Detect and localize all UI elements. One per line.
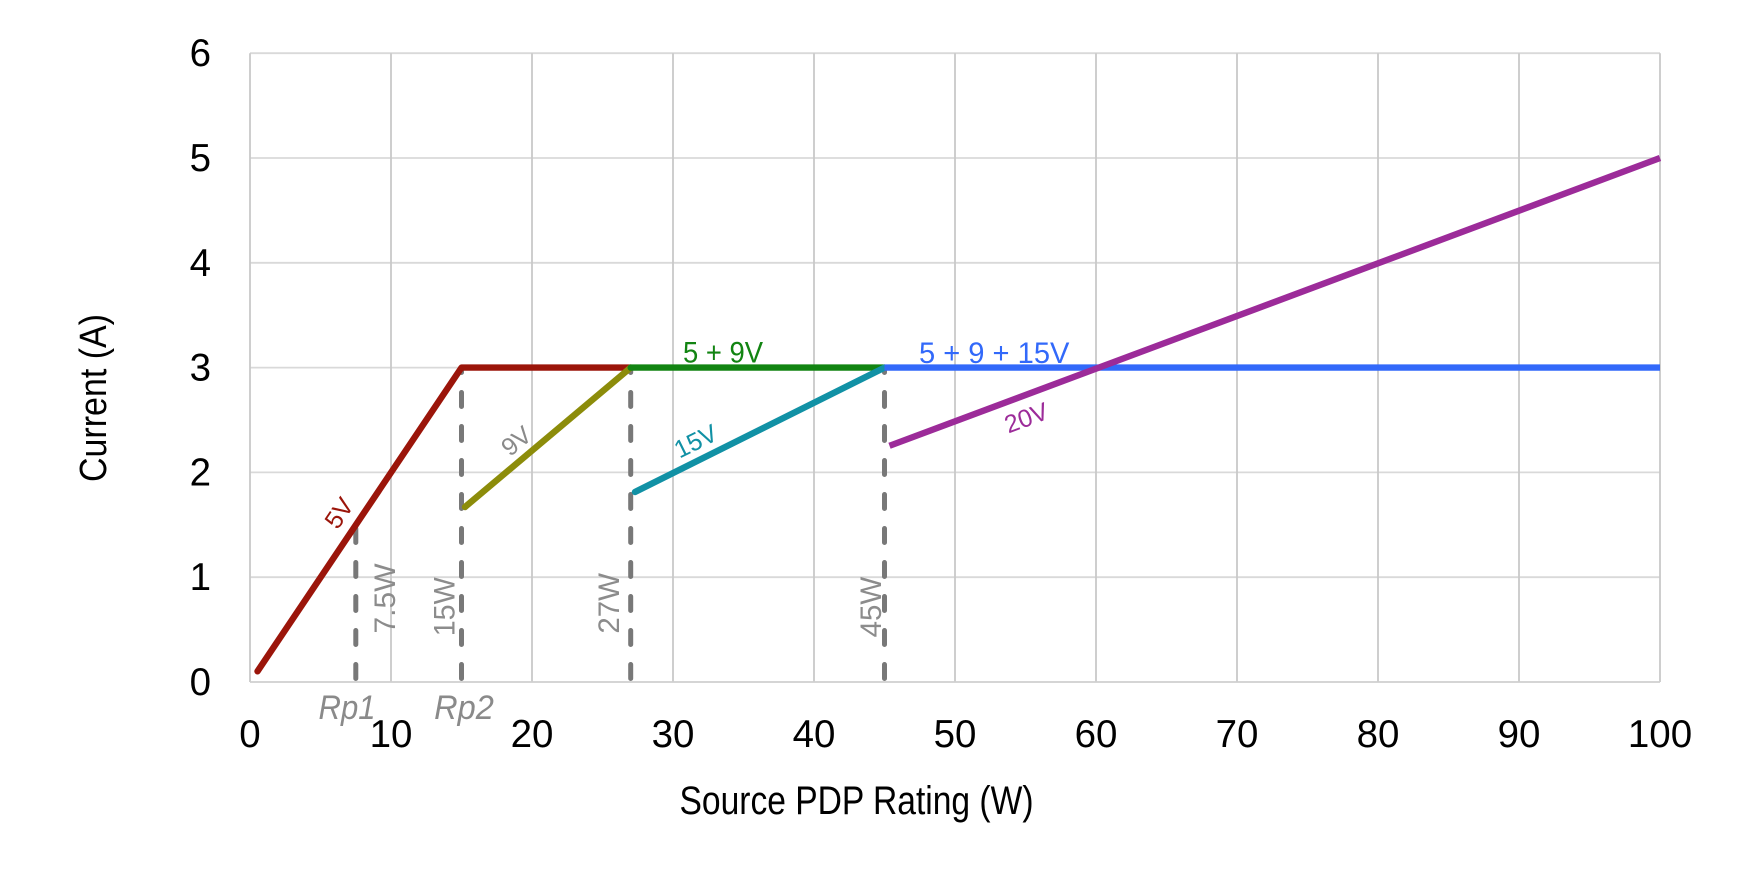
svg-text:6: 6	[190, 32, 211, 75]
svg-text:10: 10	[370, 713, 413, 756]
svg-text:20: 20	[511, 713, 554, 756]
svg-text:5 + 9 + 15V: 5 + 9 + 15V	[919, 337, 1070, 370]
svg-text:Rp2: Rp2	[434, 689, 494, 727]
svg-text:40: 40	[793, 713, 836, 756]
svg-text:Current (A): Current (A)	[73, 314, 115, 482]
svg-text:3: 3	[190, 347, 211, 390]
svg-text:5 + 9V: 5 + 9V	[683, 337, 763, 370]
svg-text:80: 80	[1357, 713, 1400, 756]
svg-text:Rp1: Rp1	[319, 689, 376, 727]
svg-text:70: 70	[1216, 713, 1259, 756]
svg-text:45W: 45W	[855, 577, 888, 638]
svg-text:100: 100	[1628, 713, 1692, 756]
svg-text:2: 2	[190, 451, 211, 494]
svg-text:50: 50	[934, 713, 977, 756]
svg-text:Source PDP Rating (W): Source PDP Rating (W)	[680, 779, 1034, 823]
svg-text:15W: 15W	[429, 577, 462, 636]
svg-text:0: 0	[239, 713, 260, 756]
svg-text:90: 90	[1498, 713, 1541, 756]
svg-text:5: 5	[190, 137, 211, 180]
svg-text:27W: 27W	[593, 573, 626, 634]
svg-text:7.5W: 7.5W	[369, 563, 402, 633]
svg-text:60: 60	[1075, 713, 1118, 756]
svg-text:4: 4	[190, 242, 211, 285]
svg-text:1: 1	[190, 556, 211, 599]
svg-text:30: 30	[652, 713, 695, 756]
svg-text:0: 0	[190, 661, 211, 704]
